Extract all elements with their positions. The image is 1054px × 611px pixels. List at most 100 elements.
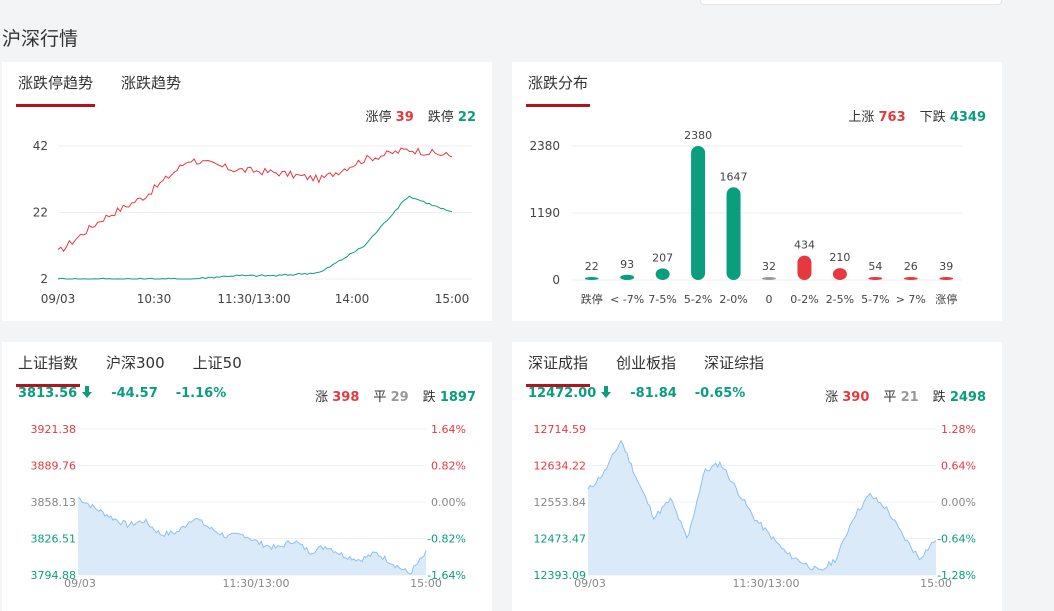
limit-up-label: 涨停 [365,110,392,125]
bar-value-label: 1647 [720,170,748,183]
y-tick-label: 2 [40,272,48,286]
limit-trend-card: 涨跌停趋势 涨跌趋势 涨停 39 跌停 22 42 22 2 09/03 10:30 11… [2,62,492,321]
distribution-tabs: 涨跌分布 [525,72,616,107]
y-tick-label: 1190 [529,206,560,220]
sz-index-card: 深证成指 创业板指 深证综指 12472.00 -81.84 -0.65% 涨 … [512,342,1002,611]
sh-down-count: 1897 [439,390,476,405]
pct-tick-label: 0.00% [431,496,466,509]
x-tick-label: 11:30/13:00 [732,577,799,590]
pct-tick-label: -1.28% [937,569,976,582]
price-tick-label: 3889.76 [31,460,77,473]
x-tick-label: 14:00 [335,292,370,306]
sz-down-count: 2498 [949,390,986,405]
sh-up-count: 398 [332,390,360,405]
price-tick-label: 3826.51 [31,533,77,546]
sz-intraday-chart: 12714.59 1.28% 12634.22 0.64% 12553.84 0.00% 1… [534,423,977,590]
limit-legend: 涨停 39 跌停 22 [366,106,477,125]
limit-up-value: 39 [395,110,414,125]
limit-down-label: 跌停 [427,110,454,125]
category-label: 2-0% [719,293,747,306]
sh-quote: 3813.56 -44.57 -1.16% [18,386,226,401]
bar-6 [797,255,812,280]
bar-value-label: 2380 [684,129,712,142]
tab-limit-trend[interactable]: 涨跌停趋势 [15,72,96,107]
bar-2 [655,268,670,280]
top-search-box[interactable] [700,0,1002,5]
bar-5 [762,277,776,280]
category-label: 0-2% [790,293,818,306]
tab-szse-component[interactable]: 深证成指 [525,352,591,387]
price-tick-label: 12553.84 [534,496,587,509]
limit-down-value: 22 [457,110,476,125]
x-tick-label: 10:30 [137,292,172,306]
bar-10 [939,277,954,280]
tab-up-down-trend[interactable]: 涨跌趋势 [121,74,182,92]
bar-9 [903,277,918,280]
x-tick-label: 11:30/13:00 [217,292,290,306]
tab-distribution[interactable]: 涨跌分布 [525,72,591,107]
page-title: 沪深行情 [2,28,79,50]
pct-tick-label: -0.82% [427,533,466,546]
series-line [57,195,453,280]
category-label: < -7% [610,293,644,306]
down-arrow-icon [601,386,612,398]
sz-change-pct: -0.65% [694,386,746,401]
category-label: > 7% [896,293,926,306]
bar-value-label: 210 [829,251,850,264]
bar-value-label: 93 [620,258,634,271]
sz-price: 12472.00 [528,386,597,401]
pct-tick-label: 0.00% [941,496,976,509]
tab-sse50[interactable]: 上证50 [192,354,242,372]
tab-szse-composite[interactable]: 深证综指 [704,354,765,372]
sh-intraday-chart: 3921.38 1.64% 3889.76 0.82% 3858.13 0.00% 3826… [31,423,467,590]
tab-sh-composite[interactable]: 上证指数 [15,352,81,387]
category-label: 7-5% [648,293,676,306]
tab-csi300[interactable]: 沪深300 [106,354,165,372]
x-tick-label: 15:00 [410,577,442,590]
sh-index-card: 上证指数 沪深300 上证50 3813.56 -44.57 -1.16% 涨 … [2,342,492,611]
sh-up-label: 涨 [315,390,329,405]
x-tick-label: 09/03 [574,577,606,590]
sh-flat-label: 平 [373,390,387,405]
distribution-card: 涨跌分布 上涨 763 下跌 4349 2380 1190 0 22 跌停 93 < -7%… [512,62,1002,321]
price-line [77,497,427,575]
bar-8 [868,276,883,280]
price-tick-label: 3921.38 [31,423,77,436]
price-tick-label: 12473.47 [534,533,587,546]
sh-down-label: 跌 [422,390,436,405]
fall-label: 下跌 [919,110,946,125]
sz-counts: 涨 390 平 21 跌 2498 [825,386,986,405]
bar-value-label: 32 [762,260,776,273]
tab-chinext[interactable]: 创业板指 [616,354,677,372]
fall-value: 4349 [949,110,986,125]
sz-index-tabs: 深证成指 创业板指 深证综指 [525,352,792,387]
sz-down-label: 跌 [932,390,946,405]
bar-value-label: 26 [904,260,918,273]
y-tick-label: 42 [33,139,48,153]
x-tick-label: 11:30/13:00 [222,577,289,590]
category-label: 2-5% [826,293,854,306]
category-label: 涨停 [935,292,957,306]
price-tick-label: 12714.59 [534,423,587,436]
sh-counts: 涨 398 平 29 跌 1897 [315,386,476,405]
down-arrow-icon [82,386,93,398]
bar-value-label: 207 [652,251,673,264]
sh-change-pct: -1.16% [175,386,227,401]
sz-change: -81.84 [630,386,677,401]
sh-price: 3813.56 [18,386,78,401]
series-line [57,147,453,253]
bar-7 [832,268,847,280]
x-tick-label: 15:00 [920,577,952,590]
pct-tick-label: 1.64% [431,423,466,436]
pct-tick-label: -1.64% [427,569,466,582]
category-label: 5-2% [684,293,712,306]
sh-change: -44.57 [111,386,158,401]
bar-0 [584,277,599,280]
sz-flat-count: 21 [900,390,919,405]
price-line [587,439,937,571]
bar-value-label: 54 [868,260,882,273]
sz-quote: 12472.00 -81.84 -0.65% [528,386,745,401]
pct-tick-label: 1.28% [941,423,976,436]
pct-tick-label: 0.64% [941,460,976,473]
rise-label: 上涨 [848,110,875,125]
